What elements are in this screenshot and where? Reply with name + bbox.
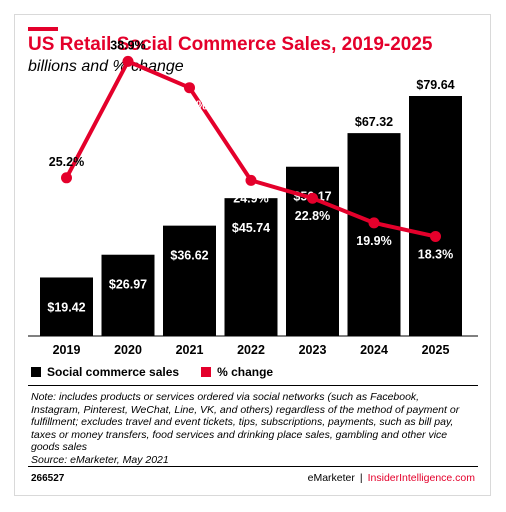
pct-point-2023 (307, 192, 318, 204)
x-ticks-group: 2019 2020 2021 2022 2023 2024 2025 (53, 343, 450, 357)
chart-id: 266527 (31, 473, 65, 484)
pct-point-2020 (122, 55, 134, 67)
chart-title: US Retail Social Commerce Sales, 2019-20… (28, 34, 433, 55)
x-tick-label: 2023 (299, 343, 327, 357)
note-line: goods sales (31, 441, 88, 454)
divider-bottom (28, 466, 478, 467)
legend-swatch-line (201, 367, 212, 377)
pct-value-label: 35.8% (172, 99, 207, 113)
accent-bar (28, 27, 58, 31)
x-tick-label: 2019 (53, 343, 81, 357)
bar-2024 (347, 133, 401, 336)
pct-value-label: 22.8% (295, 209, 330, 223)
note-block: Note: includes products or services orde… (31, 391, 476, 467)
x-tick-label: 2022 (237, 343, 265, 357)
note-line: taxes or money transfers, food services … (31, 428, 448, 441)
brand-separator: | (359, 472, 363, 484)
divider-top (28, 385, 478, 386)
note-line: fulfillment; excludes travel and event t… (31, 416, 454, 429)
pct-value-label: 24.9% (233, 191, 268, 205)
bar-2021 (163, 225, 216, 336)
bar-2025 (409, 96, 462, 336)
pct-point-2024 (368, 217, 380, 229)
bar-value-label: $67.32 (355, 115, 393, 129)
pct-point-2019 (61, 172, 72, 184)
legend-item-bars: Social commerce sales (31, 365, 179, 379)
legend-label-line: % change (217, 365, 274, 379)
source-line: Source: eMarketer, May 2021 (31, 453, 169, 466)
bar-2020 (101, 254, 155, 336)
bar-2022 (224, 198, 278, 336)
bar-value-label: $79.64 (416, 78, 454, 92)
x-tick-label: 2021 (176, 343, 204, 357)
legend-label-bars: Social commerce sales (47, 365, 180, 379)
brand-footer: eMarketer | InsiderIntelligence.com (308, 472, 475, 484)
bar-2019 (40, 277, 93, 336)
bar-value-label: $36.62 (170, 249, 208, 263)
note-line: Instagram, Pinterest, WeChat, Line, VK, … (31, 403, 460, 416)
bar-value-label: $45.74 (232, 221, 270, 235)
x-tick-label: 2025 (422, 343, 450, 357)
note-line: Note: includes products or services orde… (31, 391, 420, 403)
pct-value-label: 38.9% (110, 38, 145, 52)
line-group (61, 55, 441, 242)
bar-labels-group: $19.42$26.97$36.62$45.74$56.17$67.32$79.… (47, 78, 454, 314)
x-tick-label: 2020 (114, 343, 142, 357)
chart-subtitle: billions and % change (28, 58, 184, 75)
x-tick-label: 2024 (360, 343, 388, 357)
pct-point-2022 (245, 174, 257, 186)
legend-swatch-bars (31, 367, 41, 377)
legend: Social commerce sales % change (31, 365, 295, 379)
pct-point-2025 (430, 230, 441, 242)
bar-value-label: $19.42 (47, 300, 85, 314)
pct-value-label: 19.9% (356, 234, 391, 248)
bars-group (40, 96, 462, 336)
legend-item-line: % change (201, 365, 273, 379)
chart-frame (14, 14, 491, 496)
brand-emarketer: eMarketer (307, 472, 355, 484)
pct-value-label: 18.3% (418, 247, 453, 261)
pct-value-label: 25.2% (49, 155, 84, 169)
pct-point-2021 (184, 82, 195, 94)
line-labels-group: 25.2% 38.9% 35.8% 24.9% 22.8% 19.9% 18.3% (49, 38, 453, 261)
brand-insider: InsiderIntelligence.com (367, 472, 475, 484)
bar-value-label: $26.97 (109, 278, 147, 292)
